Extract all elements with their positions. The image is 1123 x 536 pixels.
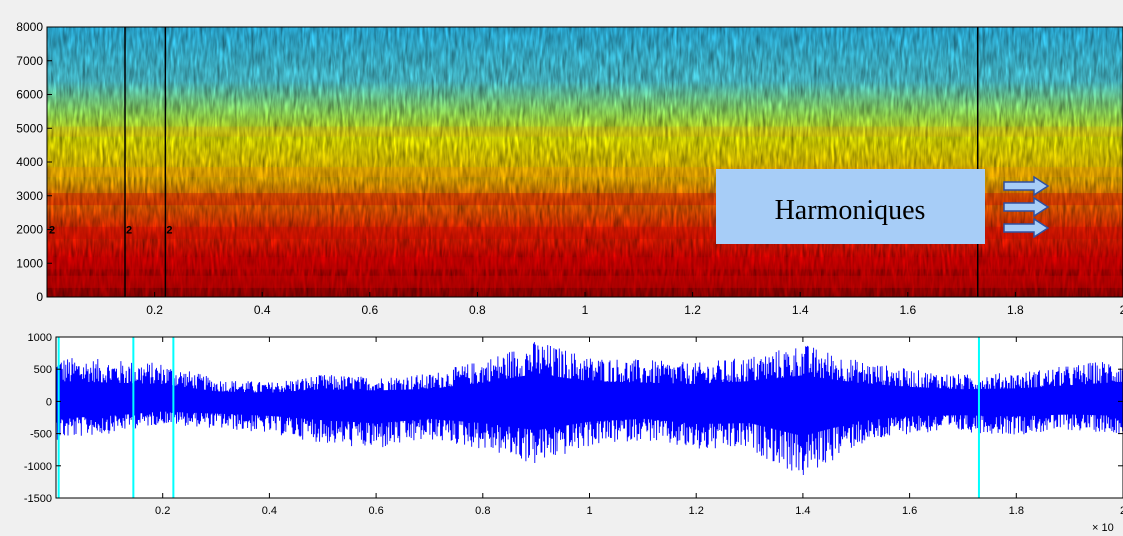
- y-tick-label: 5000: [16, 121, 43, 135]
- waveform-line: [55, 342, 1123, 476]
- x-tick-label: 0.2: [155, 505, 170, 517]
- y-tick-label: 3000: [16, 189, 43, 203]
- x-tick-label: 0.4: [262, 505, 277, 517]
- y-tick-label: 1000: [28, 332, 52, 344]
- x-tick-label: 0.6: [361, 303, 378, 317]
- spectrogram-x-axis: 0.2 0.4 0.6 0.8 1 1.2 1.4 1.6 1.8 2: [46, 26, 1123, 317]
- x-exponent-label: × 10: [1092, 522, 1114, 534]
- y-tick-label: 1000: [16, 256, 43, 270]
- x-tick-label: 1.6: [899, 303, 916, 317]
- harmonic-band: [47, 257, 1123, 270]
- waveform-axes: -1500 -1000 -500 0 500 1000 0.2 0.4 0.6 0.8 1 1.2 1…: [24, 332, 1123, 534]
- annotation-box: [716, 169, 985, 244]
- x-tick-label: 0.6: [368, 505, 383, 517]
- marker-label: 2: [166, 225, 172, 237]
- harmonic-band: [47, 275, 1123, 288]
- annotation-text: Harmoniques: [775, 195, 926, 226]
- x-tick-label: 1: [582, 303, 589, 317]
- waveform-border: [55, 336, 1123, 499]
- spectrogram-y-axis: 0 1000 2000 3000 4000 5000 6000 7000 8000: [16, 20, 52, 304]
- y-tick-label: 0: [46, 396, 52, 408]
- harmonic-band: [47, 126, 1123, 137]
- x-tick-label: 1.2: [689, 505, 704, 517]
- y-tick-label: 0: [36, 290, 43, 304]
- spectrogram-axes: 0 1000 2000 3000 4000 5000 6000 7000 8000 0.2 0.4…: [16, 20, 1123, 317]
- marker-label: 2: [126, 225, 132, 237]
- annotation-arrows: [1003, 175, 1050, 239]
- arrow-icon: [1003, 196, 1050, 218]
- spectrogram-noise: [47, 27, 1123, 297]
- y-tick-label: -1500: [24, 493, 52, 505]
- x-tick-label: 1.4: [795, 505, 810, 517]
- arrow-icon: [1003, 175, 1050, 197]
- arrow-icon: [1003, 217, 1050, 239]
- y-tick-label: 6000: [16, 88, 43, 102]
- marker-label: 2: [49, 225, 55, 237]
- y-tick-label: 2000: [16, 223, 43, 237]
- x-tick-label: 0.8: [469, 303, 486, 317]
- spectrogram-markers: 2 2 2: [49, 27, 979, 297]
- x-tick-label: 1.4: [792, 303, 809, 317]
- x-tick-label: 1.8: [1007, 303, 1024, 317]
- y-tick-label: 8000: [16, 20, 43, 34]
- x-tick-label: 0.8: [475, 505, 490, 517]
- x-tick-label: 0.2: [146, 303, 163, 317]
- waveform-y-axis: -1500 -1000 -500 0 500 1000: [24, 332, 1123, 505]
- y-tick-label: 500: [34, 364, 52, 376]
- x-tick-label: 2: [1120, 505, 1123, 517]
- y-tick-label: 4000: [16, 155, 43, 169]
- x-tick-label: 1.6: [902, 505, 917, 517]
- spectrogram-border: [46, 26, 1123, 298]
- y-tick-label: -500: [30, 429, 52, 441]
- x-tick-label: 1.8: [1009, 505, 1024, 517]
- x-tick-label: 2: [1120, 303, 1123, 317]
- y-tick-label: 7000: [16, 54, 43, 68]
- waveform-series: [55, 342, 1123, 476]
- y-tick-label: -1000: [24, 461, 52, 473]
- waveform-x-axis: 0.2 0.4 0.6 0.8 1 1.2 1.4 1.6 1.8 2: [55, 336, 1123, 517]
- x-tick-label: 1: [586, 505, 592, 517]
- x-tick-label: 0.4: [254, 303, 271, 317]
- waveform-markers: [57, 337, 980, 498]
- waveform-core: [56, 373, 1123, 437]
- harmonic-band: [47, 167, 1123, 178]
- harmonics-annotation: Harmoniques: [716, 169, 1050, 244]
- x-tick-label: 1.2: [684, 303, 701, 317]
